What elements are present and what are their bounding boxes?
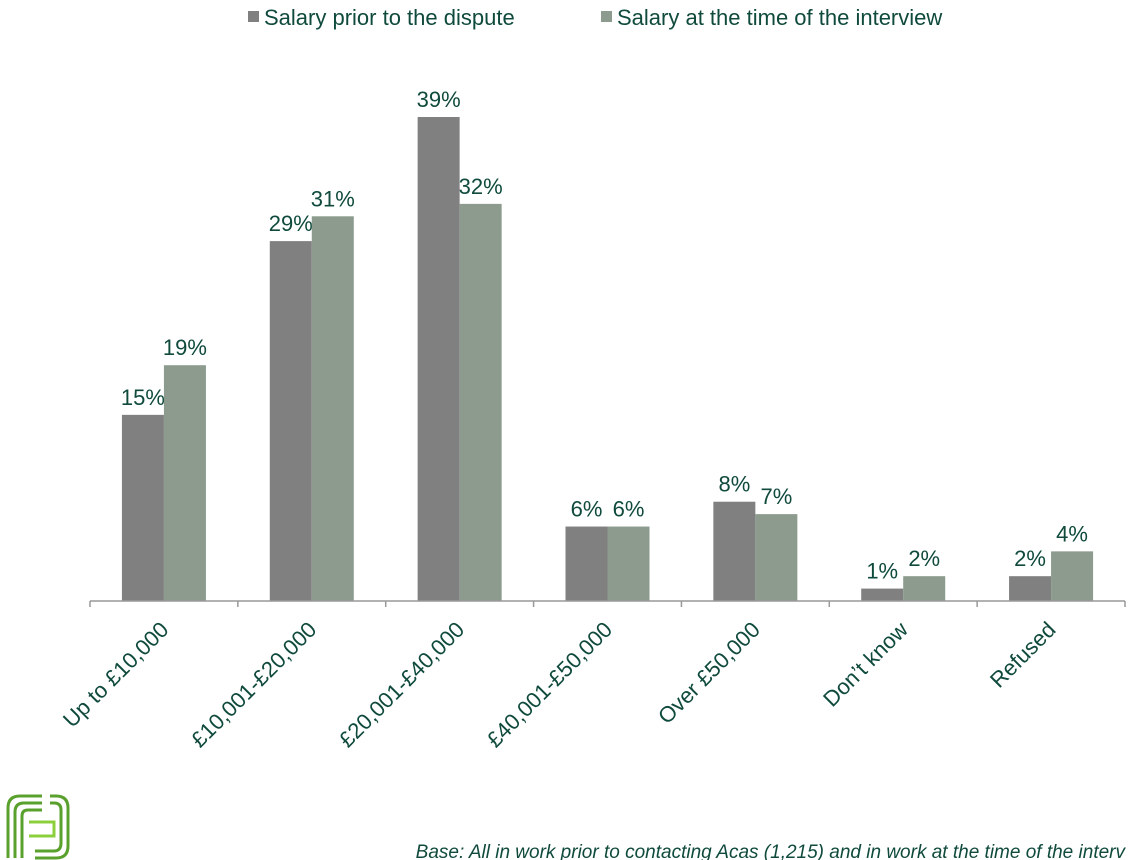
- legend-swatch: [248, 11, 259, 22]
- data-label: 2%: [1014, 546, 1046, 571]
- logo: [6, 794, 70, 860]
- bar: [459, 203, 502, 601]
- data-label: 6%: [613, 497, 645, 522]
- legend-swatch: [601, 11, 612, 22]
- bar: [861, 588, 904, 601]
- data-label: 39%: [417, 87, 461, 112]
- x-tick-label: £40,001-£50,000: [482, 617, 617, 752]
- bar: [163, 365, 206, 601]
- data-label: 29%: [269, 211, 313, 236]
- bar: [269, 241, 312, 602]
- data-label: 32%: [459, 174, 503, 199]
- legend-label: Salary at the time of the interview: [617, 5, 942, 30]
- x-tick-label: Don’t know: [818, 617, 913, 712]
- x-tick-label: Over £50,000: [653, 617, 765, 729]
- data-label: 31%: [311, 186, 355, 211]
- data-label: 7%: [760, 484, 792, 509]
- bar: [1051, 551, 1094, 601]
- bar: [713, 501, 756, 601]
- bar: [755, 514, 798, 601]
- data-label: 4%: [1056, 521, 1088, 546]
- bar: [1009, 576, 1052, 601]
- bar: [417, 117, 460, 601]
- x-tick-label: Up to £10,000: [58, 617, 173, 732]
- x-tick-label: Refused: [985, 617, 1061, 693]
- data-label: 6%: [571, 497, 603, 522]
- data-label: 1%: [866, 559, 898, 584]
- data-label: 19%: [163, 335, 207, 360]
- x-tick-label: £20,001-£40,000: [334, 617, 469, 752]
- bar: [311, 216, 354, 602]
- bar: [903, 576, 946, 601]
- legend-label: Salary prior to the dispute: [264, 5, 515, 30]
- bar: [121, 414, 164, 601]
- x-tick-label: £10,001-£20,000: [186, 617, 321, 752]
- data-label: 2%: [908, 546, 940, 571]
- bar: [565, 526, 608, 601]
- data-label: 15%: [121, 385, 165, 410]
- bar: [607, 526, 650, 601]
- footnote: Base: All in work prior to contacting Ac…: [416, 842, 1127, 860]
- data-label: 8%: [718, 472, 750, 497]
